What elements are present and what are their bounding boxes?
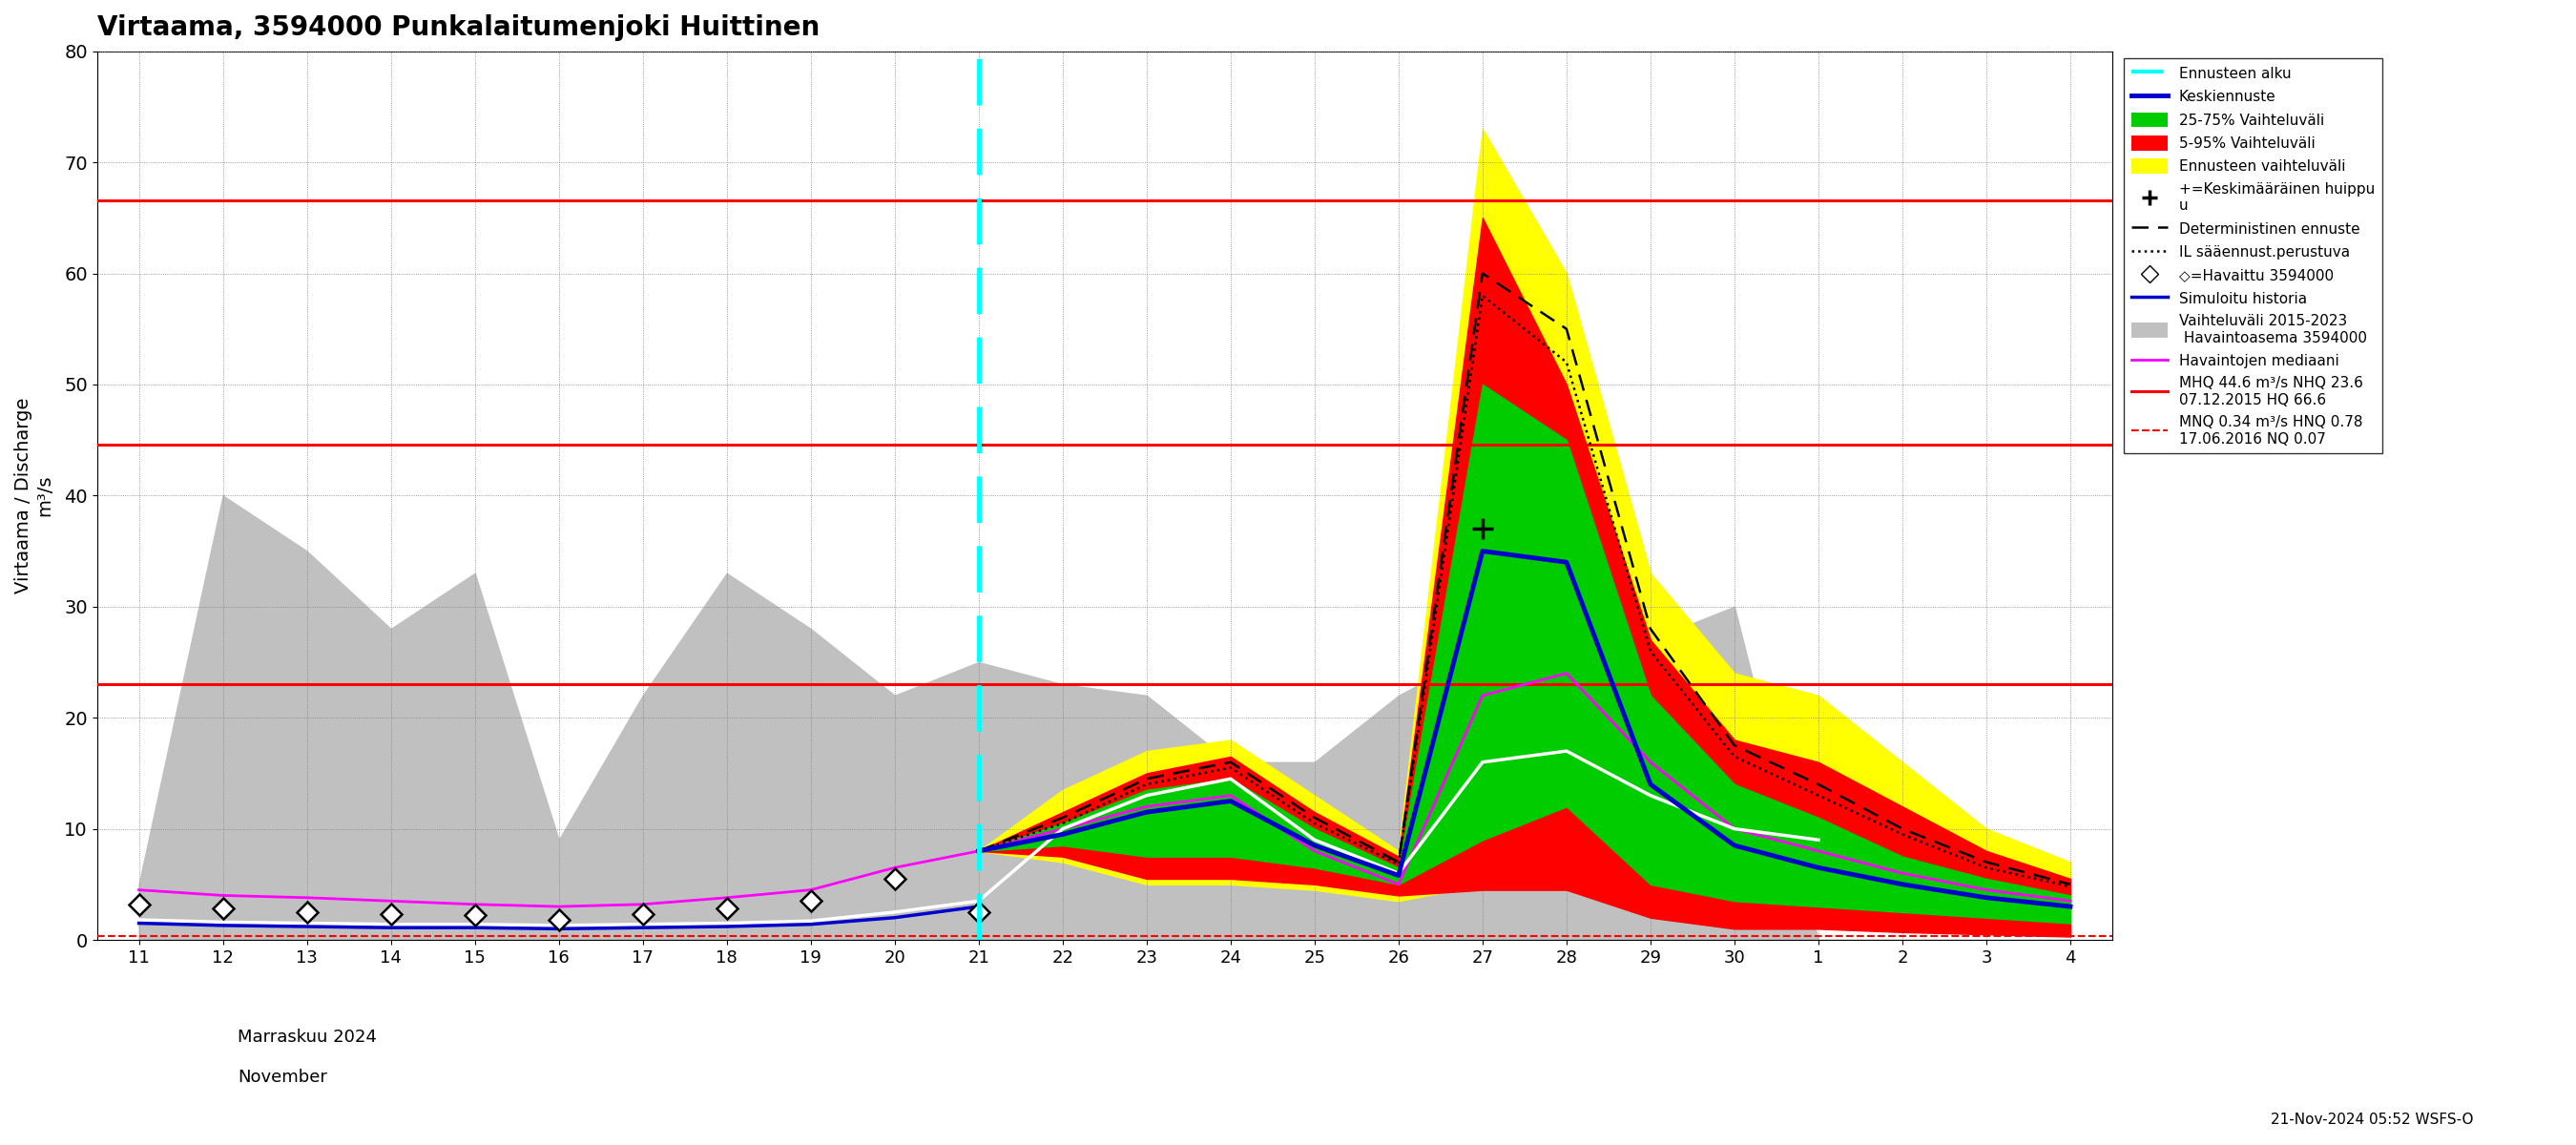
- Y-axis label: Virtaama / Discharge
m³/s: Virtaama / Discharge m³/s: [15, 397, 54, 593]
- Text: November: November: [237, 1068, 327, 1085]
- Text: 21-Nov-2024 05:52 WSFS-O: 21-Nov-2024 05:52 WSFS-O: [2269, 1113, 2473, 1127]
- Legend: Ennusteen alku, Keskiennuste, 25-75% Vaihteluväli, 5-95% Vaihteluväli, Ennusteen: Ennusteen alku, Keskiennuste, 25-75% Vai…: [2123, 58, 2383, 453]
- Text: Marraskuu 2024: Marraskuu 2024: [237, 1028, 376, 1045]
- Text: Virtaama, 3594000 Punkalaitumenjoki Huittinen: Virtaama, 3594000 Punkalaitumenjoki Huit…: [98, 14, 819, 41]
